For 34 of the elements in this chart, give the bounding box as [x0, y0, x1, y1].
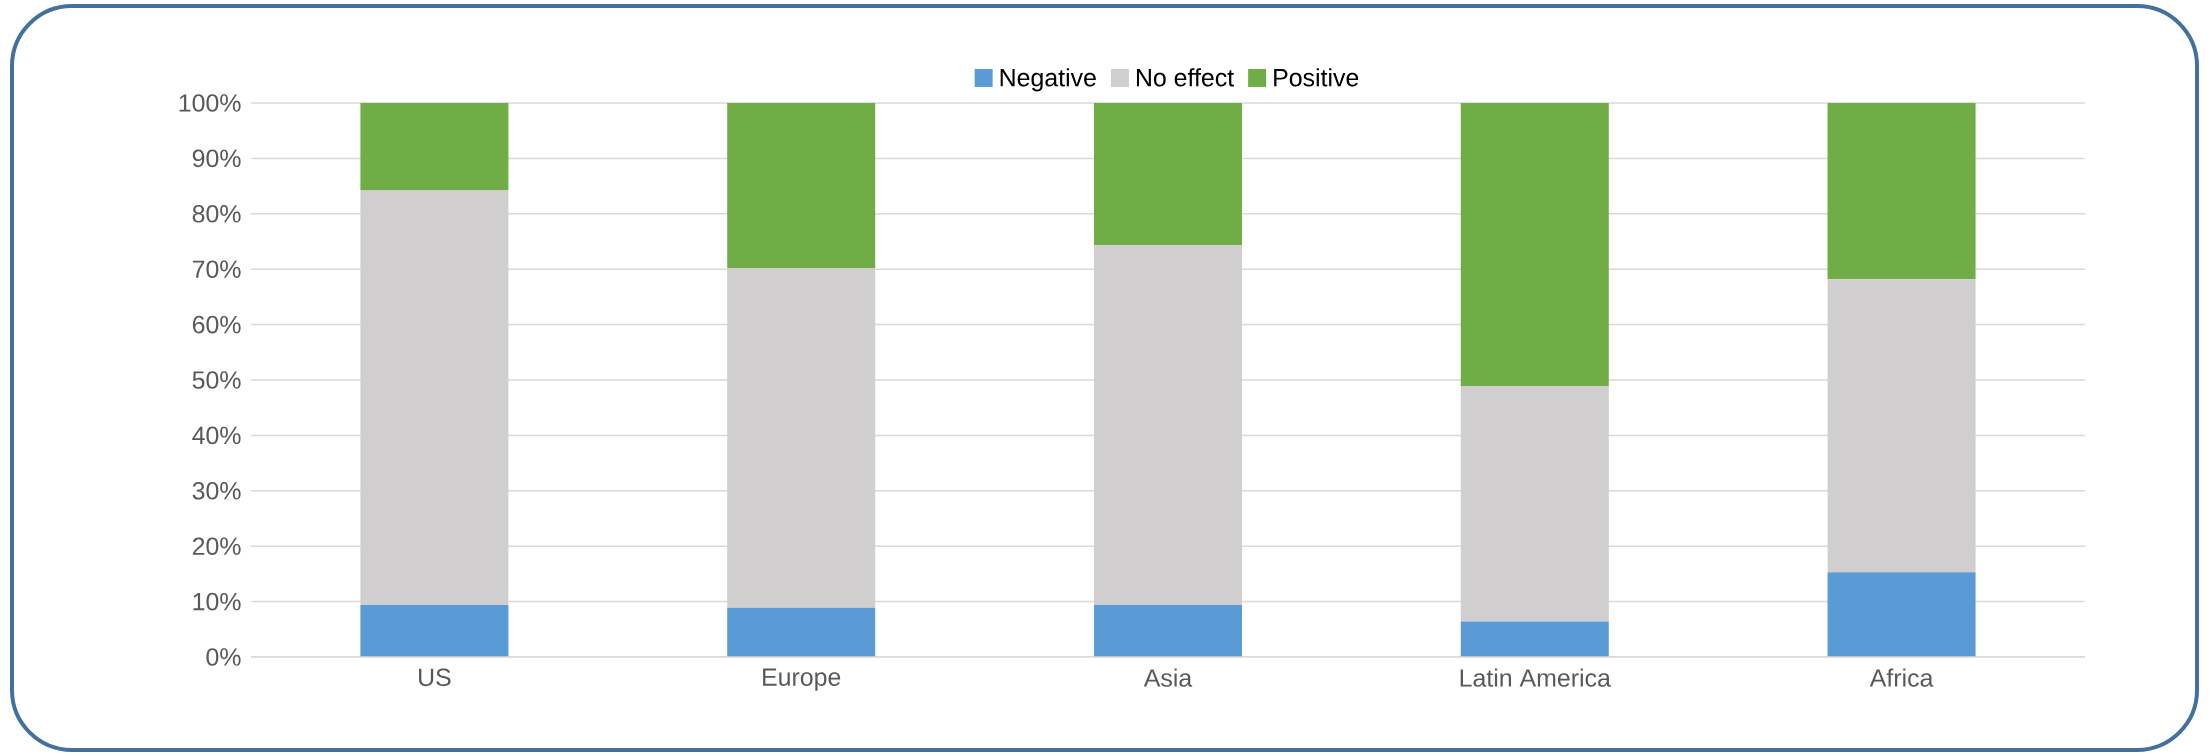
- legend-label: Positive: [1274, 68, 1359, 87]
- y-tick-label: 20%: [192, 537, 241, 556]
- bar: [1460, 386, 1609, 622]
- x-tick-label: Africa: [1869, 668, 1934, 687]
- bar: [1827, 572, 1976, 657]
- bar: [360, 604, 509, 657]
- y-tick-label: 0%: [206, 648, 241, 666]
- legend-label: No effect: [1136, 68, 1234, 87]
- bar: [1827, 279, 1976, 573]
- y-tick-label: 30%: [192, 481, 241, 500]
- bar: [727, 268, 876, 608]
- y-tick-label: 80%: [192, 204, 241, 223]
- y-tick-label: 100%: [179, 94, 241, 112]
- y-tick-label: 40%: [192, 426, 241, 445]
- bar: [1827, 102, 1976, 280]
- bar: [360, 190, 509, 605]
- bar: [1093, 245, 1242, 605]
- bar: [360, 102, 509, 191]
- x-tick-label: Latin America: [1460, 668, 1611, 687]
- bar: [727, 607, 876, 657]
- y-tick-label: 90%: [192, 149, 241, 168]
- bar: [1093, 102, 1242, 246]
- bar: [727, 102, 876, 269]
- y-tick-label: 10%: [193, 592, 241, 611]
- x-tick-label: US: [419, 668, 451, 687]
- x-tick-label: Europe: [763, 668, 841, 691]
- y-tick-label: 50%: [192, 371, 241, 389]
- legend-label: Negative: [1000, 68, 1096, 92]
- x-tick-label: Asia: [1143, 668, 1193, 687]
- y-tick-label: 70%: [192, 260, 241, 279]
- bar: [1460, 102, 1609, 387]
- bar: [1093, 604, 1242, 657]
- y-tick-label: 60%: [192, 315, 241, 334]
- bar: [1460, 621, 1609, 657]
